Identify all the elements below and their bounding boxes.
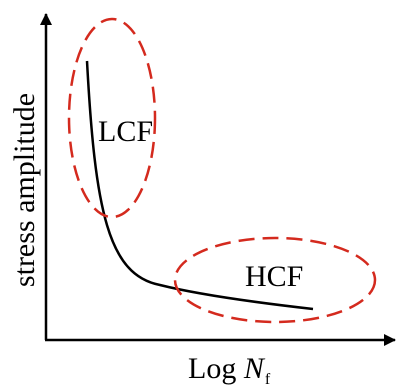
y-axis-label: stress amplitude — [8, 93, 41, 287]
hcf-region-outline — [173, 236, 377, 324]
x-axis-label-subscript: f — [265, 371, 271, 385]
lcf-label: LCF — [98, 115, 153, 148]
lcf-region-outline — [67, 17, 157, 219]
hcf-label: HCF — [245, 260, 303, 293]
x-axis-label-variable: N — [243, 352, 266, 385]
x-axis-label-prefix: Log — [188, 352, 244, 385]
x-axis-label: Log Nf — [188, 352, 271, 385]
sn-curve — [85, 60, 314, 311]
